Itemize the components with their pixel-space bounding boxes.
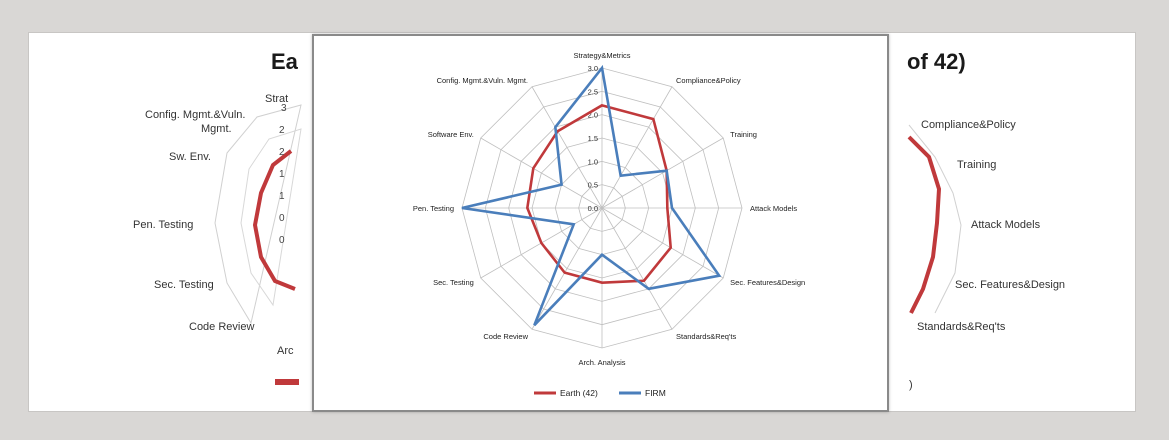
radar-category-label: Standards&Req'ts xyxy=(676,332,736,341)
radar-category-label: Pen. Testing xyxy=(413,204,454,213)
radar-category-label: Sec. Testing xyxy=(433,278,474,287)
radar-spoke xyxy=(531,86,603,209)
background-title-left: Ea xyxy=(271,49,298,74)
background-label-arch: Arc xyxy=(277,345,294,357)
radar-category-label: Training xyxy=(730,130,757,139)
background-label-code-review: Code Review xyxy=(189,321,255,333)
background-right-radar xyxy=(907,124,962,314)
radar-tick-label: 3.0 xyxy=(588,64,598,73)
background-tick: 0 xyxy=(279,235,285,246)
legend-label: FIRM xyxy=(645,388,666,398)
background-label-standards: Standards&Req'ts xyxy=(917,321,1006,333)
background-left-radar xyxy=(214,104,302,385)
background-legend-tail: ) xyxy=(909,379,913,391)
radar-category-label: Strategy&Metrics xyxy=(573,51,630,60)
radar-tick-labels: 0.0 0.5 1.0 1.5 2.0 2.5 3.0 xyxy=(588,64,598,213)
radar-tick-label: 2.5 xyxy=(588,87,598,96)
radar-tick-label: 0.0 xyxy=(588,204,598,213)
radar-legend: Earth (42) FIRM xyxy=(534,388,666,398)
background-tick: 0 xyxy=(279,213,285,224)
background-tick: 1 xyxy=(279,191,285,202)
background-label-config-2: Mgmt. xyxy=(201,123,232,135)
background-tick: 1 xyxy=(279,169,285,180)
radar-spoke xyxy=(601,86,673,209)
radar-category-label: Software Env. xyxy=(428,130,474,139)
radar-category-label: Compliance&Policy xyxy=(676,76,741,85)
background-grid-inner xyxy=(240,128,302,307)
background-earth-line-left xyxy=(252,149,296,291)
background-label-config: Config. Mgmt.&Vuln. xyxy=(145,109,246,121)
background-tick: 2 xyxy=(279,125,285,136)
radar-category-label: Arch. Analysis xyxy=(578,358,625,367)
radar-spoke xyxy=(601,207,724,279)
background-label-training: Training xyxy=(957,159,997,171)
background-tick: 2 xyxy=(279,147,285,158)
radar-category-label: Attack Models xyxy=(750,204,797,213)
background-label-sec-testing: Sec. Testing xyxy=(154,279,214,291)
background-grid-right xyxy=(908,124,962,314)
background-label-compliance: Compliance&Policy xyxy=(921,119,1016,131)
background-grid-outer xyxy=(214,104,302,325)
background-legend-swatch xyxy=(275,379,299,385)
radar-tick-label: 0.5 xyxy=(588,181,598,190)
radar-category-label: Sec. Features&Design xyxy=(730,278,805,287)
background-tick: 3 xyxy=(281,103,287,114)
radar-category-label: Config. Mgmt.&Vuln. Mgmt. xyxy=(437,76,528,85)
radar-series-firm xyxy=(461,64,722,327)
background-label-sec-features: Sec. Features&Design xyxy=(955,279,1066,291)
radar-chart: 0.0 0.5 1.0 1.5 2.0 2.5 3.0 Strategy&Metrics Co… xyxy=(413,51,805,398)
radar-tick-label: 2.0 xyxy=(588,111,598,120)
background-title-right: of 42) xyxy=(907,49,966,74)
radar-grid xyxy=(461,67,743,349)
background-label-strategy: Strat xyxy=(265,93,289,105)
radar-chart-card: 0.0 0.5 1.0 1.5 2.0 2.5 3.0 Strategy&Metrics Co… xyxy=(312,34,889,412)
radar-spoke xyxy=(601,137,724,209)
background-label-pen-testing: Pen. Testing xyxy=(133,219,194,231)
background-left-ticks: 3 2 2 1 1 0 0 xyxy=(279,103,287,246)
background-label-attack: Attack Models xyxy=(971,219,1041,231)
radar-category-labels: Strategy&Metrics Compliance&Policy Trainin… xyxy=(413,51,805,367)
radar-tick-label: 1.5 xyxy=(588,134,598,143)
radar-series xyxy=(461,64,722,327)
background-earth-line-right xyxy=(907,135,942,314)
radar-spoke xyxy=(480,137,603,209)
radar-spoke xyxy=(601,207,673,330)
background-label-sw-env: Sw. Env. xyxy=(169,151,211,163)
legend-label: Earth (42) xyxy=(560,388,598,398)
radar-category-label: Code Review xyxy=(483,332,528,341)
radar-spoke xyxy=(531,207,603,330)
radar-tick-label: 1.0 xyxy=(588,157,598,166)
background-radar-fragments: 3 2 2 1 1 0 0 xyxy=(214,103,962,385)
